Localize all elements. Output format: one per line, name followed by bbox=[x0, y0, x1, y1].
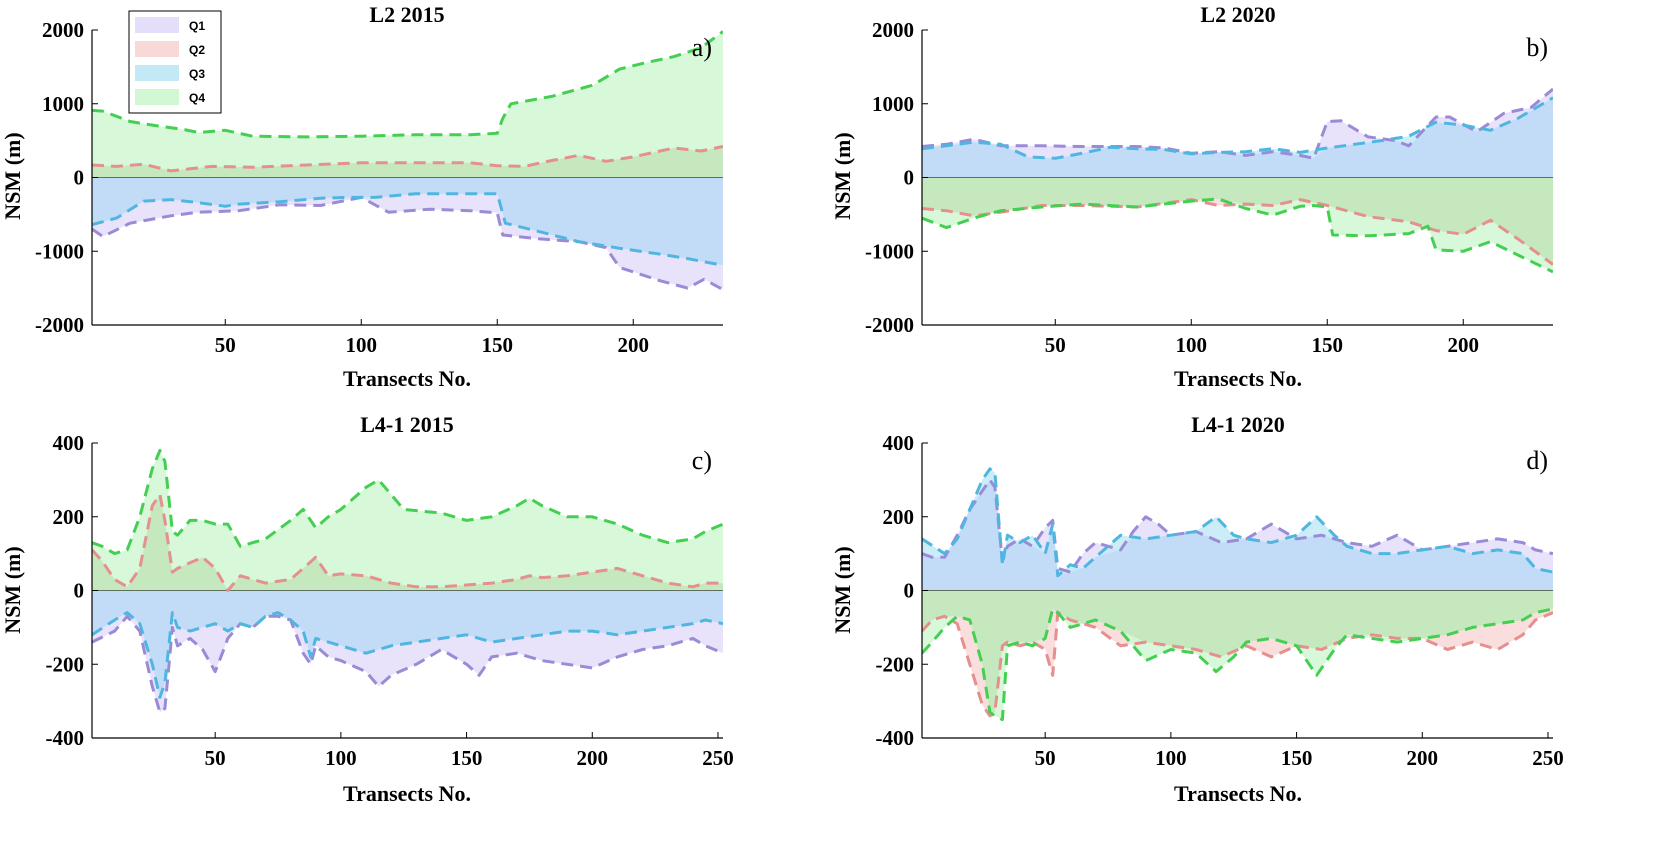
y-tick-label: -400 bbox=[876, 726, 915, 750]
panel-title: L2 2020 bbox=[1200, 2, 1275, 27]
y-axis-label: NSM (m) bbox=[0, 546, 25, 633]
y-axis-label: NSM (m) bbox=[830, 132, 855, 219]
series-line-q3 bbox=[922, 467, 1553, 578]
y-tick-label: -1000 bbox=[35, 239, 84, 263]
x-axis-label: Transects No. bbox=[343, 366, 471, 391]
x-axis-label: Transects No. bbox=[343, 781, 471, 806]
legend-label-q2: Q2 bbox=[189, 43, 205, 57]
y-tick-label: 1000 bbox=[872, 92, 914, 116]
series-line-q2 bbox=[92, 493, 723, 592]
y-tick-label: -200 bbox=[876, 652, 915, 676]
x-tick-label: 150 bbox=[1312, 333, 1344, 357]
x-tick-label: 200 bbox=[1447, 333, 1479, 357]
x-axis-label: Transects No. bbox=[1174, 366, 1302, 391]
overlap-q2-q4 bbox=[922, 590, 1553, 713]
panel-label: c) bbox=[692, 446, 712, 475]
x-tick-label: 50 bbox=[215, 333, 236, 357]
panel-label: d) bbox=[1526, 446, 1548, 475]
panel-c: L4-1 2015 50 100 150 200 250-400-2000200400 … bbox=[0, 412, 734, 806]
x-tick-label: 150 bbox=[482, 333, 514, 357]
series-line-q3 bbox=[92, 192, 723, 267]
panel-title: L4-1 2020 bbox=[1191, 412, 1285, 437]
y-tick-label: 2000 bbox=[42, 18, 84, 42]
y-tick-label: -2000 bbox=[35, 313, 84, 337]
series-line-q2 bbox=[92, 145, 723, 173]
legend-label-q3: Q3 bbox=[189, 67, 205, 81]
panel-b: L2 2020 50 100 150 200 -2000 -1000 0 1000 2000 b… bbox=[830, 2, 1553, 391]
x-tick-label: 100 bbox=[325, 746, 357, 770]
series-line-q3 bbox=[92, 611, 723, 699]
series-line-q2 bbox=[922, 198, 1553, 266]
x-tick-label: 150 bbox=[1281, 746, 1313, 770]
y-tick-label: 200 bbox=[883, 505, 915, 529]
y-axis-label: NSM (m) bbox=[830, 546, 855, 633]
plot-area bbox=[92, 448, 723, 714]
panel-title: L2 2015 bbox=[369, 2, 444, 27]
x-axis-label: Transects No. bbox=[1174, 781, 1302, 806]
legend-swatch-q2 bbox=[135, 41, 179, 57]
x-tick-label: 50 bbox=[1035, 746, 1056, 770]
overlap-q2-q4 bbox=[922, 177, 1553, 265]
plot-area bbox=[922, 87, 1553, 274]
y-tick-label: -2000 bbox=[865, 313, 914, 337]
y-tick-label: 400 bbox=[883, 431, 915, 455]
x-tick-label: 250 bbox=[702, 746, 734, 770]
series-line-q3 bbox=[922, 96, 1553, 160]
legend-label-q4: Q4 bbox=[189, 91, 205, 105]
series-line-q1 bbox=[92, 195, 723, 291]
x-tick-label: 200 bbox=[617, 333, 649, 357]
series-line-q1 bbox=[92, 614, 723, 714]
y-tick-label: 400 bbox=[53, 431, 85, 455]
overlap-q1-q3 bbox=[922, 479, 1553, 591]
panel-a: L2 2015 50 100 150 200 -2000 -1000 0 1000 2000 a… bbox=[0, 2, 723, 391]
series-line-q2 bbox=[922, 611, 1553, 718]
series-fill-q4 bbox=[92, 31, 723, 178]
y-tick-label: 0 bbox=[904, 579, 915, 603]
overlap-q2-q4 bbox=[92, 146, 723, 178]
y-tick-label: 0 bbox=[74, 166, 85, 190]
panel-label: a) bbox=[692, 33, 712, 62]
x-tick-label: 200 bbox=[1407, 746, 1439, 770]
panel-title: L4-1 2015 bbox=[360, 412, 454, 437]
series-line-q4 bbox=[92, 448, 723, 556]
series-line-q1 bbox=[922, 478, 1553, 574]
panel-label: b) bbox=[1526, 33, 1548, 62]
series-line-q1 bbox=[922, 87, 1553, 160]
legend-label-q1: Q1 bbox=[189, 19, 205, 33]
y-tick-label: -400 bbox=[46, 726, 85, 750]
overlap-q1-q3 bbox=[922, 97, 1553, 178]
series-fill-q4 bbox=[92, 450, 723, 591]
y-tick-label: 200 bbox=[53, 505, 85, 529]
y-tick-label: -200 bbox=[46, 652, 85, 676]
y-tick-label: 0 bbox=[904, 166, 915, 190]
x-tick-label: 100 bbox=[1155, 746, 1187, 770]
series-line-q4 bbox=[922, 197, 1553, 274]
x-tick-label: 150 bbox=[451, 746, 483, 770]
legend-swatch-q3 bbox=[135, 65, 179, 81]
x-tick-label: 250 bbox=[1532, 746, 1564, 770]
y-tick-label: 0 bbox=[74, 579, 85, 603]
overlap-q1-q3 bbox=[92, 177, 723, 266]
x-tick-label: 100 bbox=[346, 333, 378, 357]
y-axis-label: NSM (m) bbox=[0, 132, 25, 219]
legend-swatch-q4 bbox=[135, 89, 179, 105]
y-tick-label: 1000 bbox=[42, 92, 84, 116]
y-tick-label: 2000 bbox=[872, 18, 914, 42]
y-tick-label: -1000 bbox=[865, 239, 914, 263]
x-tick-label: 50 bbox=[205, 746, 226, 770]
x-tick-label: 100 bbox=[1176, 333, 1208, 357]
x-tick-label: 50 bbox=[1045, 333, 1066, 357]
overlap-q1-q3 bbox=[92, 590, 723, 698]
series-line-q4 bbox=[92, 30, 723, 139]
legend: Q1 Q2 Q3 Q4 bbox=[128, 10, 222, 114]
x-tick-label: 200 bbox=[577, 746, 609, 770]
series-line-q4 bbox=[922, 607, 1553, 722]
panel-d: L4-1 2020 50 100 150 200 250-400-2000200400 … bbox=[830, 412, 1564, 806]
plot-area bbox=[922, 467, 1553, 722]
legend-swatch-q1 bbox=[135, 17, 179, 33]
plot-area bbox=[92, 30, 723, 291]
